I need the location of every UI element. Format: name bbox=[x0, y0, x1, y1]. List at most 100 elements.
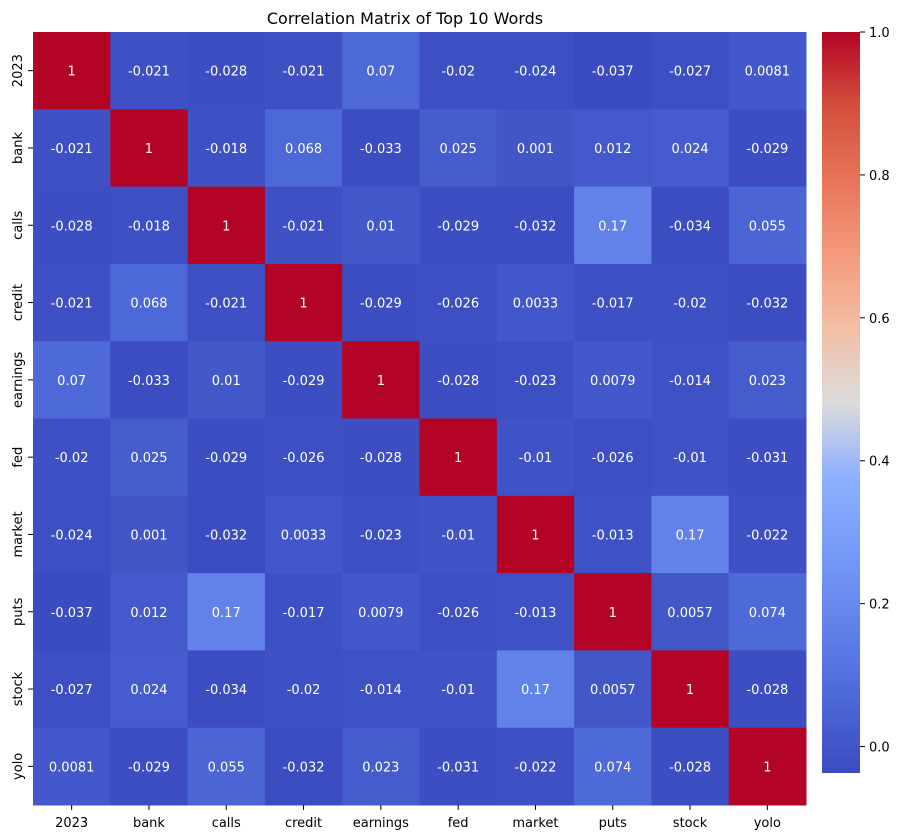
heatmap-cell bbox=[419, 32, 498, 110]
heatmap-cell bbox=[187, 418, 266, 497]
cell-value-label: -0.034 bbox=[669, 219, 711, 234]
heatmap-cell bbox=[728, 186, 807, 265]
heatmap-cell bbox=[33, 727, 111, 806]
cell-value-label: 0.023 bbox=[362, 760, 399, 775]
heatmap-cell bbox=[342, 109, 420, 188]
cell-value-label: 1 bbox=[68, 65, 76, 80]
heatmap-cell bbox=[33, 495, 111, 574]
cell-value-label: 0.012 bbox=[130, 606, 167, 621]
cell-value-label: 0.0033 bbox=[513, 297, 559, 312]
colorbar: 0.0 0.2 0.4 0.6 0.8 1.0 bbox=[822, 26, 890, 773]
heatmap-cell bbox=[187, 263, 266, 342]
cell-value-label: -0.021 bbox=[51, 142, 93, 157]
cell-value-label: 0.023 bbox=[749, 374, 786, 389]
y-tick-label: credit bbox=[11, 284, 26, 321]
y-tick-label: earnings bbox=[11, 352, 26, 408]
x-tick-label: credit bbox=[285, 816, 322, 831]
cell-value-label: -0.017 bbox=[283, 606, 325, 621]
heatmap-cell bbox=[496, 573, 575, 651]
cell-value-label: 0.012 bbox=[594, 142, 631, 157]
x-tick-label: earnings bbox=[353, 816, 409, 831]
cell-value-label: 0.0057 bbox=[590, 683, 636, 698]
heatmap-cell bbox=[651, 650, 730, 729]
cell-value-label: 0.0081 bbox=[745, 65, 791, 80]
cell-value-label: -0.031 bbox=[746, 451, 788, 466]
heatmap-cell-labels: 1 -0.021 -0.028 -0.021 0.07 -0.02 -0.024 -0.037… bbox=[49, 65, 790, 776]
x-tick-label: yolo bbox=[754, 816, 781, 831]
cell-value-label: -0.01 bbox=[441, 528, 475, 543]
y-axis-ticks: 2023 bank calls credit earnings fed market puts… bbox=[11, 54, 33, 780]
cell-value-label: -0.037 bbox=[592, 65, 634, 80]
heatmap-cell bbox=[33, 418, 111, 497]
heatmap-cell bbox=[496, 263, 575, 342]
heatmap-cell bbox=[574, 109, 652, 188]
cell-value-label: 0.055 bbox=[208, 760, 245, 775]
heatmap-cell bbox=[496, 109, 575, 188]
colorbar-tick-label: 0.8 bbox=[869, 169, 890, 184]
heatmap-cell bbox=[419, 109, 498, 188]
heatmap-cell bbox=[264, 186, 343, 265]
cell-value-label: 0.0079 bbox=[590, 374, 636, 389]
cell-value-label: -0.029 bbox=[746, 142, 788, 157]
cell-value-label: -0.029 bbox=[205, 451, 247, 466]
heatmap-cell bbox=[728, 418, 807, 497]
heatmap-cell bbox=[574, 650, 652, 729]
cell-value-label: 0.025 bbox=[130, 451, 167, 466]
heatmap-cell bbox=[342, 573, 420, 651]
cell-value-label: 1 bbox=[454, 451, 462, 466]
heatmap-cell bbox=[187, 32, 266, 110]
heatmap-cell bbox=[651, 186, 730, 265]
cell-value-label: 0.025 bbox=[440, 142, 477, 157]
heatmap-cell bbox=[187, 650, 266, 729]
cell-value-label: -0.013 bbox=[592, 528, 634, 543]
heatmap-cell bbox=[574, 341, 652, 419]
heatmap-cell bbox=[110, 727, 189, 806]
heatmap-cell bbox=[33, 341, 111, 419]
cell-value-label: -0.028 bbox=[669, 760, 711, 775]
cell-value-label: 0.01 bbox=[212, 374, 241, 389]
cell-value-label: -0.02 bbox=[673, 297, 707, 312]
cell-value-label: -0.026 bbox=[437, 606, 479, 621]
cell-value-label: -0.02 bbox=[287, 683, 321, 698]
cell-value-label: -0.028 bbox=[360, 451, 402, 466]
cell-value-label: 0.0081 bbox=[49, 760, 95, 775]
cell-value-label: -0.021 bbox=[51, 297, 93, 312]
heatmap-cell bbox=[574, 32, 652, 110]
cell-value-label: 0.074 bbox=[594, 760, 631, 775]
cell-value-label: -0.028 bbox=[205, 65, 247, 80]
heatmap-cell bbox=[110, 341, 189, 419]
y-tick-label: bank bbox=[11, 131, 26, 163]
x-tick-label: puts bbox=[599, 816, 628, 831]
y-tick-label: 2023 bbox=[11, 54, 26, 87]
heatmap-cell bbox=[187, 495, 266, 574]
heatmap-cell bbox=[651, 495, 730, 574]
cell-value-label: -0.02 bbox=[55, 451, 89, 466]
heatmap-cell bbox=[33, 32, 111, 110]
heatmap-cell bbox=[496, 495, 575, 574]
heatmap-cell bbox=[264, 727, 343, 806]
heatmap-cell bbox=[110, 418, 189, 497]
cell-value-label: -0.01 bbox=[519, 451, 553, 466]
cell-value-label: 0.068 bbox=[285, 142, 322, 157]
heatmap-cell bbox=[264, 650, 343, 729]
cell-value-label: 0.07 bbox=[57, 374, 86, 389]
heatmap-cell bbox=[264, 263, 343, 342]
cell-value-label: -0.02 bbox=[441, 65, 475, 80]
cell-value-label: -0.01 bbox=[673, 451, 707, 466]
heatmap-cell bbox=[187, 573, 266, 651]
heatmap-cell bbox=[419, 727, 498, 806]
cell-value-label: -0.018 bbox=[128, 219, 170, 234]
heatmap-cell bbox=[651, 573, 730, 651]
heatmap-cell bbox=[496, 341, 575, 419]
cell-value-label: -0.026 bbox=[283, 451, 325, 466]
colorbar-tick-label: 1.0 bbox=[869, 26, 890, 41]
cell-value-label: 1 bbox=[763, 760, 771, 775]
cell-value-label: -0.028 bbox=[437, 374, 479, 389]
heatmap-cell bbox=[187, 186, 266, 265]
heatmap-cell bbox=[342, 186, 420, 265]
x-tick-label: market bbox=[512, 816, 558, 831]
cell-value-label: 0.074 bbox=[749, 606, 786, 621]
y-tick-label: stock bbox=[11, 671, 26, 706]
cell-value-label: -0.023 bbox=[514, 374, 556, 389]
cell-value-label: -0.018 bbox=[205, 142, 247, 157]
